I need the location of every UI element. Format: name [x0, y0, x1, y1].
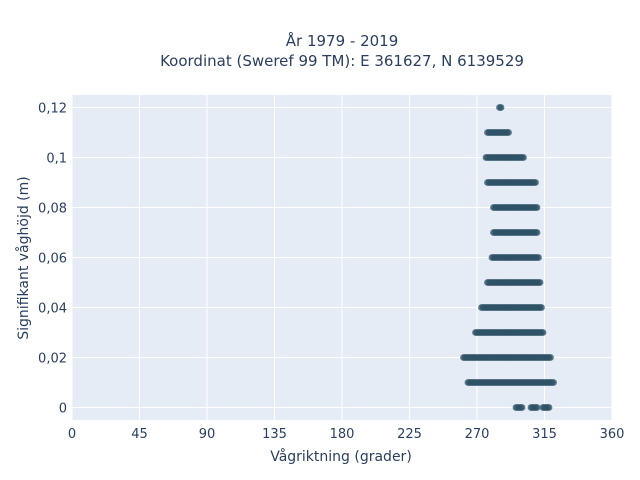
data-point	[532, 179, 539, 186]
data-point	[536, 279, 544, 286]
data-point	[505, 129, 512, 136]
x-tick-label: 270	[465, 427, 490, 442]
data-point	[547, 354, 554, 361]
data-point	[533, 404, 541, 411]
data-point	[520, 154, 527, 161]
data-point	[518, 404, 526, 411]
x-tick-label: 45	[131, 427, 148, 442]
y-tick-label: 0,1	[46, 152, 67, 167]
y-axis-ticks: 0 0,02 0,04 0,06 0,08 0,1 0,12	[38, 102, 67, 417]
x-tick-label: 135	[262, 427, 287, 442]
x-tick-label: 90	[199, 427, 216, 442]
x-axis-title: Vågriktning (grader)	[270, 448, 412, 465]
chart-title-line-1: År 1979 - 2019	[286, 31, 399, 50]
x-tick-label: 0	[68, 427, 76, 442]
x-axis-ticks: 0 45 90 135 180 225 270 315 360	[68, 427, 625, 442]
data-point	[533, 229, 541, 236]
x-tick-label: 360	[600, 427, 625, 442]
data-point	[539, 329, 547, 336]
chart-title-line-2: Koordinat (Sweref 99 TM): E 361627, N 61…	[160, 52, 524, 70]
y-tick-label: 0	[59, 402, 67, 417]
data-point	[535, 254, 542, 261]
y-tick-label: 0,04	[38, 302, 67, 317]
data-point	[497, 104, 505, 111]
x-tick-label: 315	[532, 427, 557, 442]
data-points	[460, 104, 557, 411]
y-tick-label: 0,12	[38, 102, 67, 117]
gridlines	[71, 95, 613, 420]
y-tick-label: 0,02	[38, 352, 67, 367]
data-point	[538, 304, 545, 311]
data-point	[550, 379, 557, 386]
data-point	[545, 404, 553, 411]
data-point	[533, 204, 541, 211]
x-tick-label: 180	[330, 427, 355, 442]
y-tick-label: 0,08	[38, 202, 67, 217]
x-tick-label: 225	[397, 427, 422, 442]
y-tick-label: 0,06	[38, 252, 67, 267]
y-axis-title: Signifikant våghöjd (m)	[15, 176, 32, 339]
